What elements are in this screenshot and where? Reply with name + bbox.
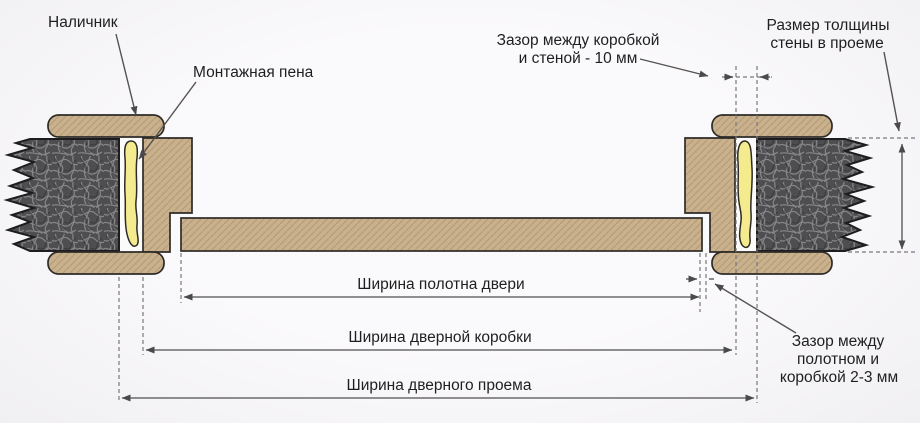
label-leaf-width: Ширина полотна двери	[357, 276, 524, 293]
dimension-lines	[121, 73, 906, 402]
label-gap-leaf-frame-line3: коробкой 2-3 мм	[780, 369, 898, 386]
left-bottom-casing	[47, 251, 165, 275]
diagram-labels: Наличник Монтажная пена Зазор между коро…	[48, 14, 898, 394]
label-wall-thickness-line1: Размер толщины	[767, 17, 890, 34]
left-wall-section	[3, 138, 120, 252]
label-gap-frame-wall-line2: и стеной - 10 мм	[519, 50, 638, 67]
label-opening-width: Ширина дверного проема	[347, 377, 532, 394]
right-foam-blob	[737, 140, 753, 249]
label-wall-thickness-line2: стены в проеме	[770, 35, 883, 52]
leader-gap-frame-wall	[639, 58, 709, 78]
label-gap-leaf-frame-line1: Зазор между	[792, 333, 885, 350]
label-frame-width: Ширина дверной коробки	[348, 329, 531, 346]
leader-wall-thickness	[883, 51, 901, 132]
leader-foam	[138, 81, 197, 160]
leader-casing	[115, 33, 138, 116]
left-foam-blob	[123, 140, 139, 247]
door-leaf	[180, 217, 703, 252]
label-casing: Наличник	[48, 14, 118, 31]
right-bottom-casing	[711, 251, 833, 275]
label-mounting-foam: Монтажная пена	[193, 64, 314, 81]
left-top-casing	[47, 114, 165, 138]
label-gap-leaf-frame-line2: полотном и	[797, 351, 879, 368]
leader-gap-leaf-frame	[714, 283, 797, 334]
label-gap-frame-wall-line1: Зазор между коробкой	[497, 32, 660, 49]
right-wall-section	[756, 138, 876, 252]
right-door-frame-jamb	[684, 137, 736, 253]
right-top-casing	[711, 114, 833, 138]
leader-arrows	[115, 33, 901, 334]
